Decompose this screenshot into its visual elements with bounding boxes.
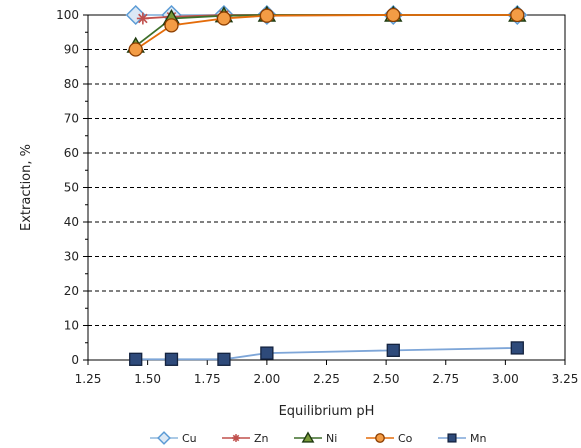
series-cu-point xyxy=(125,4,146,26)
series-mn xyxy=(129,341,524,366)
y-axis: 0 10 20 30 40 50 60 70 80 90 100 xyxy=(56,8,88,367)
legend-label-co: Co xyxy=(398,432,413,445)
y-tick-label: 20 xyxy=(64,284,79,298)
grid xyxy=(88,49,565,326)
y-tick-label: 30 xyxy=(64,250,79,264)
y-tick-label: 70 xyxy=(64,112,79,126)
x-tick-label: 2.50 xyxy=(373,372,400,386)
series-mn-point xyxy=(217,352,231,366)
series-mn-point xyxy=(260,346,274,360)
series-mn-line xyxy=(135,347,518,361)
legend-item-mn: Mn xyxy=(438,432,486,445)
x-tick-label: 3.00 xyxy=(492,372,519,386)
series-co xyxy=(128,7,525,57)
series-mn-point xyxy=(386,343,400,357)
legend-marker-cu xyxy=(157,431,171,445)
legend-item-ni: Ni xyxy=(294,431,337,445)
legend-item-co: Co xyxy=(366,432,413,445)
series-co-point xyxy=(386,7,401,23)
legend-marker-mn xyxy=(447,433,457,443)
legend: Cu Zn Ni Co Mn xyxy=(150,431,486,445)
x-tick-label: 3.25 xyxy=(552,372,579,386)
series-co-point xyxy=(128,42,143,57)
series-co-line xyxy=(135,14,518,51)
y-tick-label: 60 xyxy=(64,146,79,160)
y-tick-label: 80 xyxy=(64,77,79,91)
series-mn-point xyxy=(164,352,179,366)
y-tick-label: 50 xyxy=(64,181,79,195)
series-mn-point xyxy=(129,352,143,366)
series-ni-line xyxy=(135,14,518,47)
y-axis-title: Extraction, % xyxy=(19,144,34,231)
legend-item-zn: Zn xyxy=(222,432,269,445)
series-co-point xyxy=(216,11,232,26)
x-tick-label: 1.25 xyxy=(75,372,102,386)
y-tick-label: 0 xyxy=(71,353,79,367)
legend-marker-zn xyxy=(232,434,240,442)
y-tick-label: 90 xyxy=(64,43,79,57)
legend-marker-ni xyxy=(301,431,315,443)
series-co-point xyxy=(164,18,179,33)
series-ni xyxy=(126,5,527,53)
x-axis-title: Equilibrium pH xyxy=(279,404,375,419)
series-co-point xyxy=(259,8,275,23)
y-tick-label: 100 xyxy=(56,8,79,22)
x-tick-label: 1.50 xyxy=(134,372,161,386)
series-co-point xyxy=(510,7,525,23)
legend-label-ni: Ni xyxy=(326,432,337,445)
x-tick-label: 2.00 xyxy=(254,372,281,386)
series-mn-point xyxy=(510,341,524,355)
x-axis: 1.25 1.50 1.75 2.00 2.25 2.50 2.75 3.00 3.25 xyxy=(75,360,579,386)
x-tick-label: 2.25 xyxy=(313,372,340,386)
series xyxy=(125,4,528,366)
x-tick-label: 2.75 xyxy=(432,372,459,386)
legend-label-cu: Cu xyxy=(182,432,197,445)
legend-marker-co xyxy=(375,433,385,443)
x-tick-label: 1.75 xyxy=(194,372,221,386)
series-zn-point xyxy=(136,12,149,25)
legend-label-mn: Mn xyxy=(470,432,486,445)
y-tick-label: 10 xyxy=(64,319,79,333)
legend-label-zn: Zn xyxy=(254,432,269,445)
y-tick-label: 40 xyxy=(64,215,79,229)
legend-item-cu: Cu xyxy=(150,431,197,445)
